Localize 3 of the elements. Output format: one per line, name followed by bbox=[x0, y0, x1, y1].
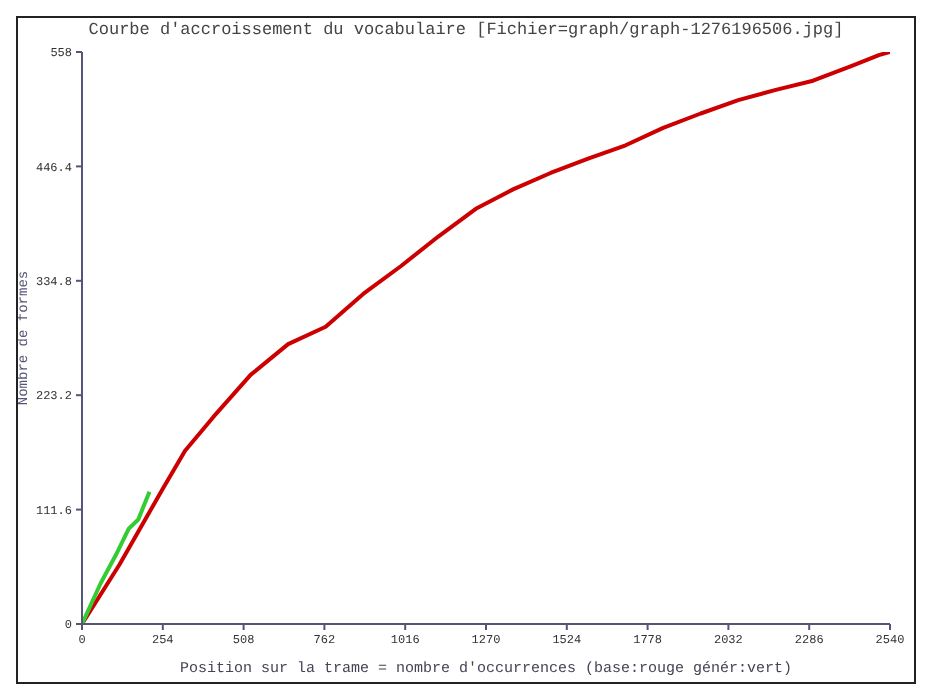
line-series bbox=[82, 489, 152, 624]
chart-title: Courbe d'accroissement du vocabulaire [Fichier=graph/graph-1276196506.jpg] bbox=[86, 20, 846, 44]
line-series bbox=[82, 52, 890, 624]
